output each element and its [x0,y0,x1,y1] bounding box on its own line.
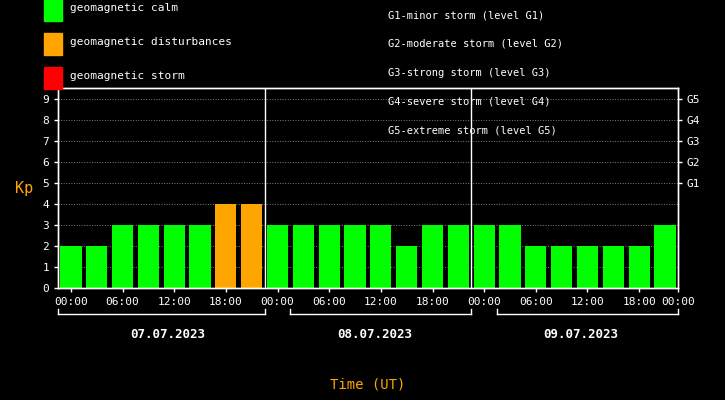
Bar [577,246,598,288]
Text: G5-extreme storm (level G5): G5-extreme storm (level G5) [388,125,557,135]
Bar [112,225,133,288]
Bar [525,246,547,288]
Text: Kp: Kp [14,180,33,196]
Bar [293,225,314,288]
Bar [86,246,107,288]
Bar [551,246,572,288]
Bar [655,225,676,288]
Bar [629,246,650,288]
Bar [396,246,418,288]
Text: G3-strong storm (level G3): G3-strong storm (level G3) [388,68,550,78]
Bar [241,204,262,288]
Bar [60,246,81,288]
Bar [422,225,443,288]
Bar [189,225,211,288]
Bar [473,225,494,288]
Bar [500,225,521,288]
Text: G1-minor storm (level G1): G1-minor storm (level G1) [388,10,544,20]
Text: 07.07.2023: 07.07.2023 [130,328,205,341]
Text: G4-severe storm (level G4): G4-severe storm (level G4) [388,96,550,106]
Bar [344,225,365,288]
Bar [215,204,236,288]
Text: 09.07.2023: 09.07.2023 [544,328,618,341]
Bar [318,225,340,288]
Text: geomagnetic disturbances: geomagnetic disturbances [70,37,232,47]
Text: Time (UT): Time (UT) [331,378,405,392]
Text: G2-moderate storm (level G2): G2-moderate storm (level G2) [388,39,563,49]
Bar [138,225,159,288]
Bar [448,225,469,288]
Text: 08.07.2023: 08.07.2023 [337,328,412,341]
Bar [267,225,288,288]
Bar [602,246,624,288]
Text: geomagnetic calm: geomagnetic calm [70,3,178,13]
Text: geomagnetic storm: geomagnetic storm [70,71,185,81]
Bar [164,225,185,288]
Bar [370,225,392,288]
